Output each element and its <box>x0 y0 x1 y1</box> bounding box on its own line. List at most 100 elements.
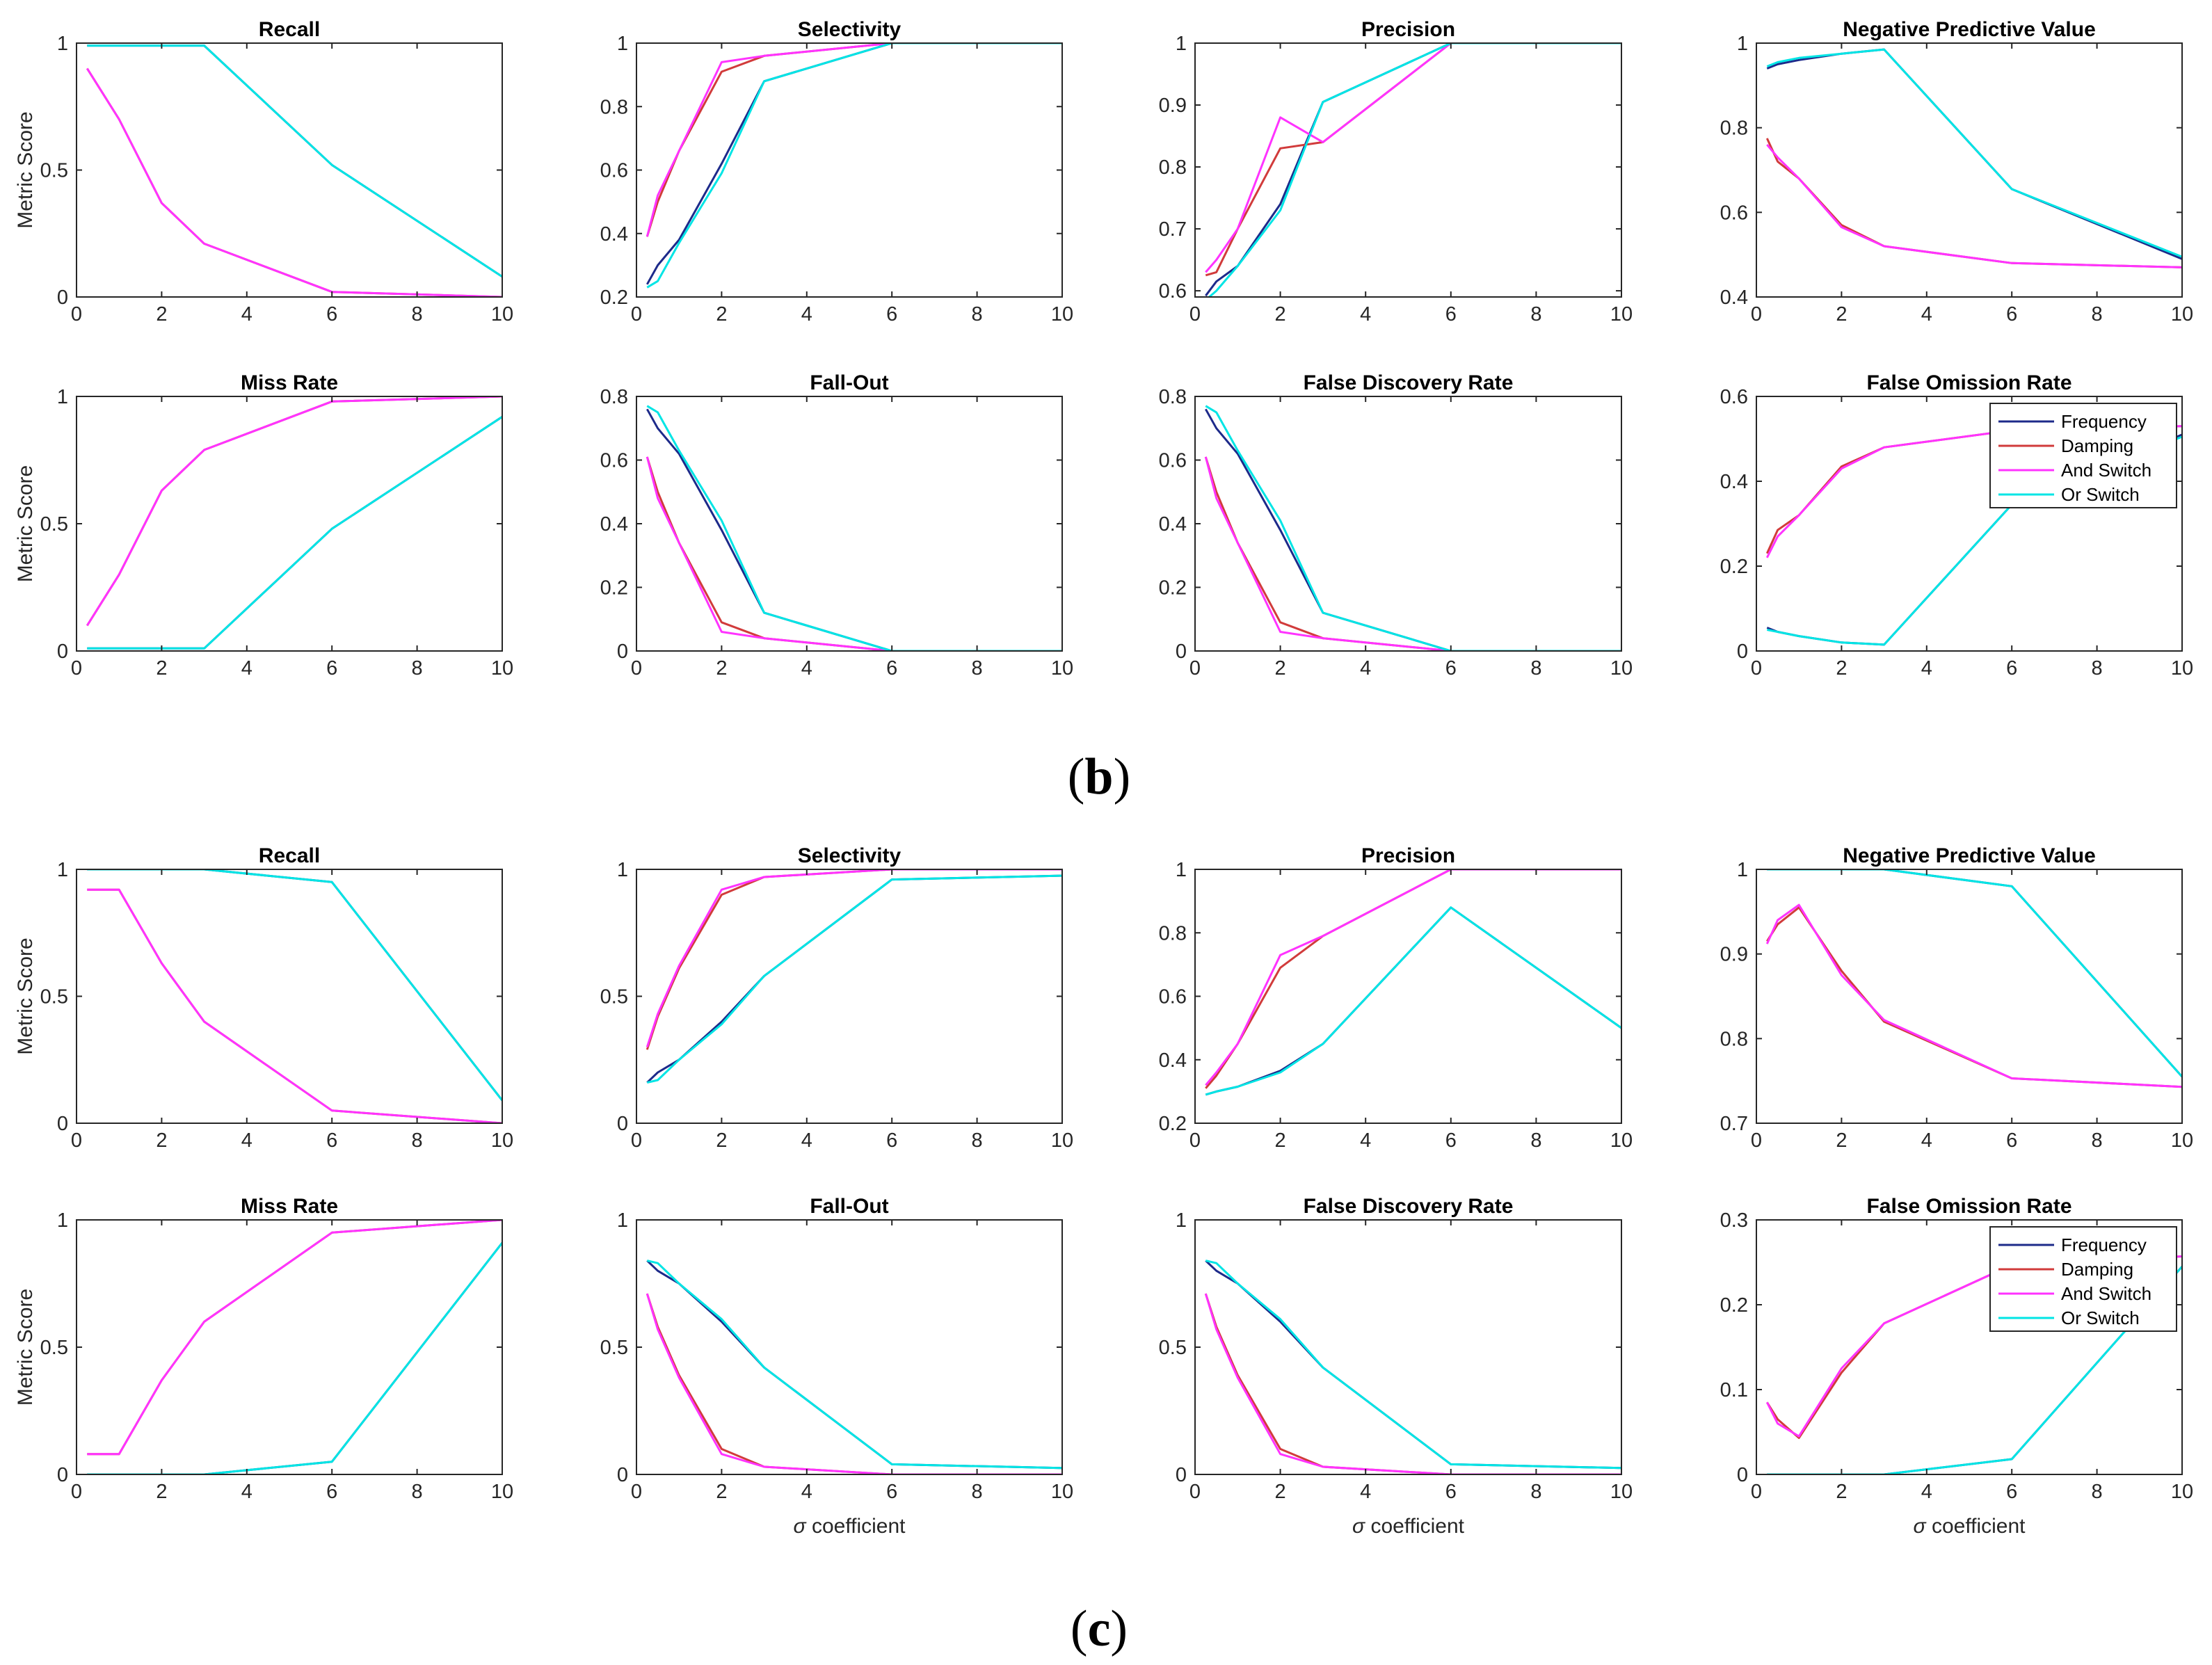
chart-b-negative-predictive-value-ytick-label-1: 0.6 <box>1720 202 1748 224</box>
chart-b-selectivity-ytick-label-1: 0.4 <box>600 223 628 246</box>
chart-b-selectivity-xtick-label-0: 0 <box>631 303 642 325</box>
chart-c-selectivity-xtick-label-6: 6 <box>886 1129 897 1152</box>
chart-c-recall-ylabel: Metric Score <box>14 938 37 1054</box>
chart-b-false-discovery-rate-xtick-label-8: 8 <box>1530 657 1541 679</box>
chart-b-false-discovery-rate-ytick-label-4: 0.8 <box>1159 386 1187 408</box>
chart-b-false-discovery-rate-title: False Discovery Rate <box>1304 371 1514 394</box>
chart-b-recall-xtick-label-4: 4 <box>241 303 253 325</box>
chart-b-negative-predictive-value-xtick-label-4: 4 <box>1921 303 1932 325</box>
chart-b-negative-predictive-value-xtick-label-6: 6 <box>2006 303 2017 325</box>
chart-b-false-discovery-rate-xtick-label-10: 10 <box>1610 657 1633 679</box>
chart-c-selectivity-ytick-label-1: 0.5 <box>600 986 628 1008</box>
chart-c-selectivity-xtick-label-8: 8 <box>972 1129 983 1152</box>
chart-b-fall-out-xtick-label-8: 8 <box>972 657 983 679</box>
chart-b-false-discovery-rate-xtick-label-4: 4 <box>1360 657 1371 679</box>
chart-b-precision-plot-area <box>1195 43 1621 297</box>
chart-c-negative-predictive-value-xtick-label-8: 8 <box>2092 1129 2103 1152</box>
chart-b-negative-predictive-value-ytick-label-0: 0.4 <box>1720 287 1748 309</box>
chart-c-negative-predictive-value-ytick-label-1: 0.8 <box>1720 1028 1748 1050</box>
chart-b-negative-predictive-value: 0 2 4 6 8 10 0.4 0.6 0.8 1 Negative Predictive Val… <box>1720 18 2193 325</box>
chart-c-fall-out-xtick-label-8: 8 <box>972 1481 983 1503</box>
chart-c-false-discovery-rate: 0 2 4 6 8 10 0 0.5 1 False Discovery Rate σ coeffi… <box>1159 1195 1633 1538</box>
chart-c-false-omission-rate-legend-label-damping: Damping <box>2061 1259 2133 1280</box>
chart-c-miss-rate-xtick-label-0: 0 <box>71 1481 82 1503</box>
chart-b-negative-predictive-value-xtick-label-8: 8 <box>2092 303 2103 325</box>
chart-b-fall-out-series-or-switch <box>646 405 1062 651</box>
chart-c-recall: 0 2 4 6 8 10 0 0.5 1 Recall Metric Score <box>14 844 513 1152</box>
chart-c-miss-rate-ytick-label-1: 0.5 <box>40 1337 68 1359</box>
chart-b-miss-rate-series-and-switch <box>86 396 502 627</box>
chart-c-recall-xtick-label-8: 8 <box>412 1129 423 1152</box>
chart-b-negative-predictive-value-ytick-label-3: 1 <box>1737 33 1748 55</box>
chart-c-recall-series-or-switch <box>87 869 502 1102</box>
chart-c-precision-series-damping <box>1205 869 1621 1089</box>
chart-c-selectivity-ytick-label-2: 1 <box>617 859 628 881</box>
chart-b-false-omission-rate-xtick-label-2: 2 <box>1836 657 1847 679</box>
chart-c-fall-out-plot-area <box>636 1220 1062 1474</box>
chart-b-miss-rate-ytick-label-1: 0.5 <box>40 513 68 536</box>
chart-c-false-omission-rate-xlabel: σ coefficient <box>1914 1515 2026 1538</box>
chart-c-false-discovery-rate-series-or-switch <box>1205 1260 1621 1470</box>
chart-b-recall-plot-area <box>77 43 502 297</box>
chart-b-precision-ytick-label-3: 0.9 <box>1159 95 1187 117</box>
chart-b-selectivity-series-and-switch <box>646 43 1062 237</box>
chart-b-recall-xtick-label-2: 2 <box>156 303 167 325</box>
chart-c-miss-rate-xtick-label-2: 2 <box>156 1481 167 1503</box>
chart-c-miss-rate-series-and-switch <box>87 1220 502 1456</box>
chart-b-recall-ytick-label-1: 0.5 <box>40 160 68 182</box>
chart-b-false-omission-rate-xtick-label-8: 8 <box>2092 657 2103 679</box>
chart-c-selectivity-xtick-label-0: 0 <box>631 1129 642 1152</box>
chart-b-miss-rate-xtick-label-0: 0 <box>71 657 82 679</box>
chart-b-selectivity-plot-area <box>636 43 1062 297</box>
panel-label-c: (c) <box>1071 1600 1128 1659</box>
chart-b-false-discovery-rate-plot-area <box>1195 396 1621 651</box>
chart-c-false-discovery-rate-title: False Discovery Rate <box>1304 1195 1514 1218</box>
chart-b-false-omission-rate-xtick-label-4: 4 <box>1921 657 1932 679</box>
chart-c-negative-predictive-value-series-group <box>1765 869 2182 1088</box>
chart-b-false-discovery-rate-xtick-label-6: 6 <box>1445 657 1457 679</box>
chart-b-fall-out-xtick-label-2: 2 <box>716 657 727 679</box>
chart-b-fall-out-ytick-label-3: 0.6 <box>600 450 628 472</box>
chart-c-false-discovery-rate-xlabel-text: coefficient <box>1370 1515 1464 1538</box>
chart-b-false-discovery-rate-xtick-label-2: 2 <box>1275 657 1286 679</box>
chart-b-precision-ytick-label-0: 0.6 <box>1159 280 1187 303</box>
chart-c-recall-series-and-switch <box>87 888 502 1123</box>
chart-c-fall-out-xtick-label-10: 10 <box>1051 1481 1073 1503</box>
chart-b-fall-out-xtick-label-4: 4 <box>801 657 812 679</box>
chart-c-fall-out-xtick-label-0: 0 <box>631 1481 642 1503</box>
chart-c-false-discovery-rate-series-and-switch <box>1204 1293 1621 1474</box>
chart-c-miss-rate-series-or-switch <box>87 1241 502 1474</box>
chart-c-precision-xtick-label-10: 10 <box>1610 1129 1633 1152</box>
chart-b-fall-out-series-frequency <box>646 408 1062 651</box>
chart-b-recall-xtick-label-6: 6 <box>326 303 337 325</box>
chart-c-fall-out-title: Fall-Out <box>810 1195 888 1218</box>
chart-b-precision-frame <box>1194 42 1622 298</box>
chart-c-precision-series-or-switch <box>1205 906 1621 1096</box>
chart-b-miss-rate: 0 2 4 6 8 10 0 0.5 1 Miss Rate Metric Score <box>14 371 513 679</box>
chart-c-false-discovery-rate-ytick-label-2: 1 <box>1176 1209 1187 1232</box>
chart-b-precision-xtick-label-4: 4 <box>1360 303 1371 325</box>
chart-b-fall-out-xtick-label-10: 10 <box>1051 657 1073 679</box>
chart-b-false-omission-rate: 0 2 4 6 8 10 0 0.2 0.4 0.6 False Omission Rate Freq… <box>1720 371 2193 679</box>
chart-c-miss-rate-xtick-label-8: 8 <box>412 1481 423 1503</box>
chart-c-negative-predictive-value-title: Negative Predictive Value <box>1843 844 2096 867</box>
chart-b-negative-predictive-value-title: Negative Predictive Value <box>1843 18 2096 41</box>
chart-b-precision-xtick-label-10: 10 <box>1610 303 1633 325</box>
chart-b-false-discovery-rate-ytick-label-3: 0.6 <box>1159 450 1187 472</box>
chart-c-miss-rate-plot-area <box>77 1220 502 1474</box>
chart-c-miss-rate-ytick-label-2: 1 <box>57 1209 68 1232</box>
chart-c-miss-rate-xtick-label-4: 4 <box>241 1481 253 1503</box>
chart-c-selectivity-xtick-label-10: 10 <box>1051 1129 1073 1152</box>
chart-c-precision-plot-area <box>1195 869 1621 1123</box>
chart-b-miss-rate-plot-area <box>77 396 502 651</box>
chart-c-false-discovery-rate-xtick-label-6: 6 <box>1445 1481 1457 1503</box>
chart-c-negative-predictive-value-ytick-label-0: 0.7 <box>1720 1113 1748 1135</box>
chart-b-selectivity-title: Selectivity <box>798 18 901 41</box>
chart-c-recall-xtick-label-6: 6 <box>326 1129 337 1152</box>
chart-b-negative-predictive-value-series-or-switch <box>1766 48 2182 258</box>
chart-c-false-omission-rate-legend-label-frequency: Frequency <box>2061 1234 2147 1255</box>
chart-c-negative-predictive-value: 0 2 4 6 8 10 0.7 0.8 0.9 1 Negative Predictive Val… <box>1720 844 2193 1152</box>
chart-c-fall-out-series-or-switch <box>646 1260 1062 1470</box>
chart-b-false-omission-rate-ytick-label-1: 0.2 <box>1720 556 1748 578</box>
chart-b-selectivity-ytick-label-4: 1 <box>617 33 628 55</box>
